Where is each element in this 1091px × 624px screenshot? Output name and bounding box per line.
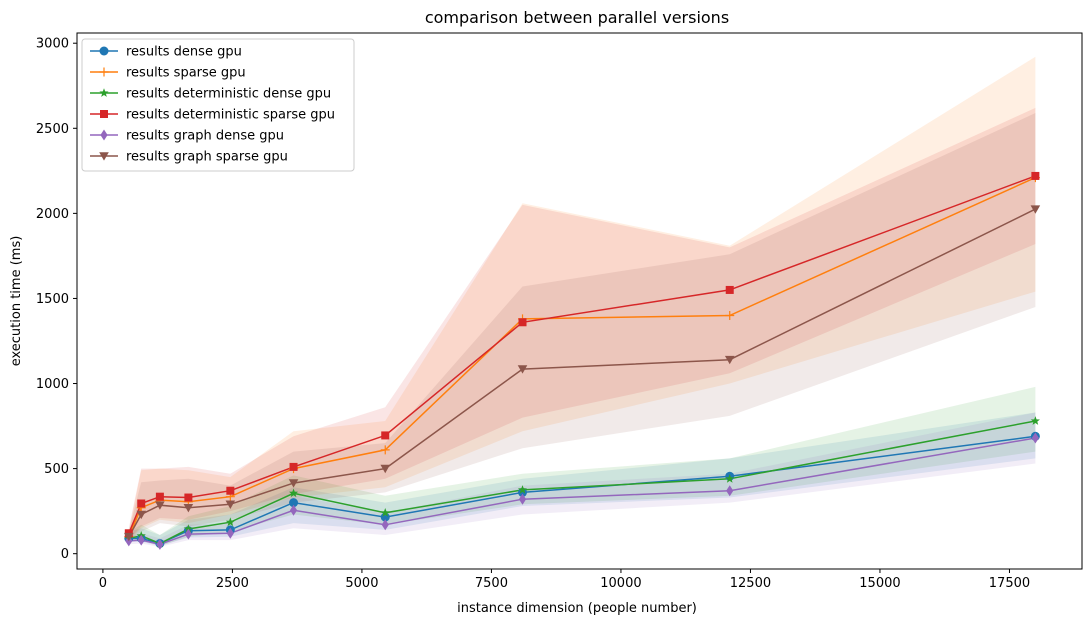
data-point [517,485,528,494]
data-point [380,464,391,474]
y-axis-label: execution time (ms) [9,236,24,367]
y-tick-label: 1000 [36,377,69,392]
data-point [1030,416,1040,425]
legend-label: results graph dense gpu [126,129,284,144]
legend-marker [99,152,109,161]
x-tick-label: 10000 [600,576,641,591]
data-point [184,528,192,540]
legend-marker [99,88,109,97]
series-lines [128,175,1036,546]
data-point [289,498,299,508]
series-line [128,208,1036,538]
data-point [184,493,193,502]
y-tick-label: 2000 [36,207,69,222]
data-point [381,431,390,440]
y-tick-label: 500 [44,462,69,477]
y-tick-label: 1500 [36,292,69,307]
chart-title: comparison between parallel versions [425,8,729,27]
confidence-band [128,113,1036,542]
legend-box [81,38,355,172]
data-point [725,285,734,294]
series-line [128,176,1036,537]
data-point [136,510,147,520]
data-point [288,488,299,498]
series-line [128,420,1036,545]
series-line [128,437,1036,546]
data-point [137,499,146,508]
legend-marker [99,67,109,77]
x-tick-label: 7500 [475,576,508,591]
data-point [725,474,735,483]
data-point [226,486,235,495]
data-point [381,519,389,531]
data-point [289,504,298,516]
y-axis-ticks: 0 500 1000 1500 2000 2500 3000 [36,37,77,562]
data-point [380,508,390,517]
data-point [1031,171,1040,180]
series-markers [124,171,1041,550]
x-axis-ticks: 0 2500 5000 7500 10000 12500 15000 17500 [99,569,1030,591]
data-point [124,532,134,542]
legend-label: results deterministic sparse gpu [126,108,335,123]
data-point [155,501,165,510]
data-point [1031,432,1039,444]
x-tick-label: 0 [99,576,107,591]
data-point [380,445,390,455]
legend: results dense gpu results sparse gpu resul… [81,38,355,172]
confidence-band [128,412,1036,547]
data-point [1030,205,1041,214]
data-point [137,534,145,546]
legend-marker [99,46,109,56]
data-point [226,527,234,539]
data-point [225,500,236,509]
confidence-band [128,107,1036,541]
data-point [725,310,735,320]
data-point [155,492,164,501]
data-point [724,355,735,365]
series-line [128,175,1036,534]
legend-label: results deterministic dense gpu [126,87,331,102]
data-point [183,503,194,513]
data-point [288,479,299,488]
x-tick-label: 5000 [345,576,378,591]
legend-label: results sparse gpu [126,66,246,81]
x-axis-label: instance dimension (people number) [457,601,697,616]
x-tick-label: 12500 [730,576,771,591]
data-point [517,365,528,374]
data-point [225,517,235,527]
legend-marker [100,110,108,118]
data-point [726,485,734,497]
x-tick-label: 15000 [859,576,900,591]
legend-label: results dense gpu [126,45,242,60]
x-tick-label: 17500 [989,576,1030,591]
data-point [518,493,527,505]
data-point [518,318,527,327]
y-tick-label: 3000 [36,37,69,52]
data-point [183,524,193,533]
data-point [156,538,164,550]
legend-marker [100,129,108,141]
y-tick-label: 2500 [36,122,69,137]
confidence-band [128,56,1036,542]
x-tick-label: 2500 [216,576,249,591]
data-point [289,462,298,471]
legend-label: results graph sparse gpu [126,150,288,165]
plot-frame [76,32,1083,570]
y-tick-label: 0 [61,547,69,562]
